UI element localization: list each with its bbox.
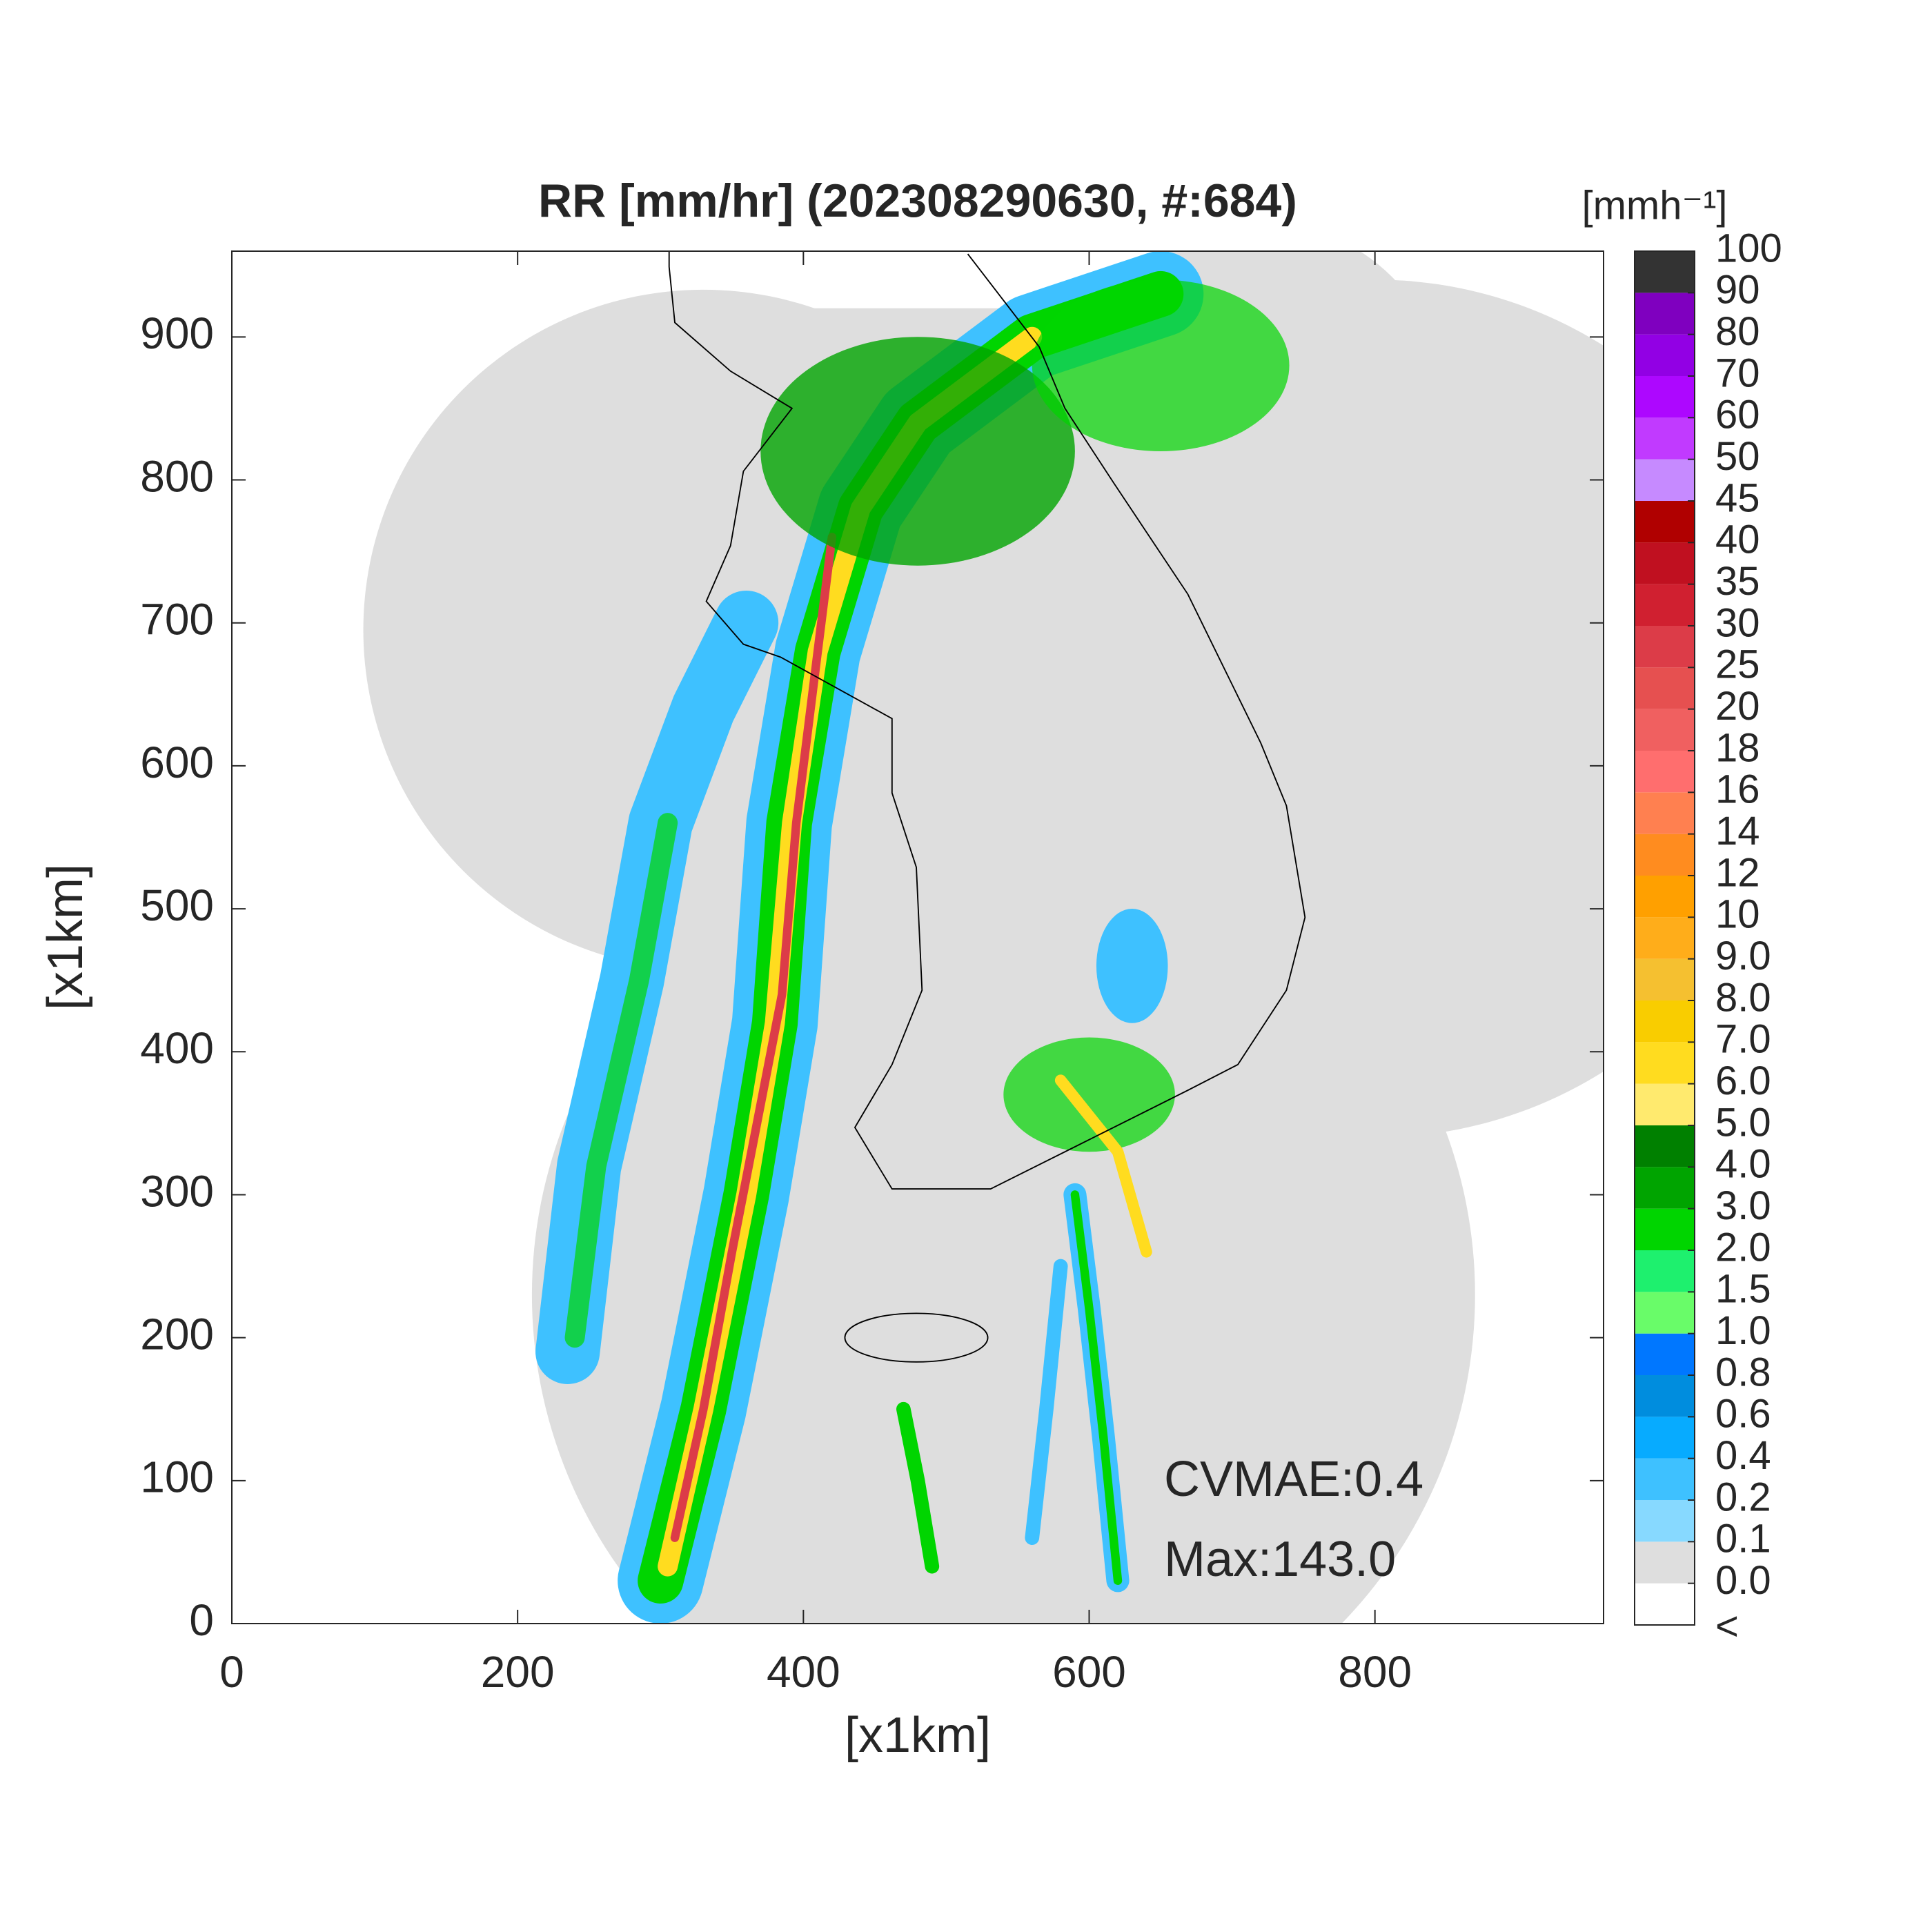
colorbar-tick-label: 45 xyxy=(1715,475,1760,520)
x-axis-label: [x1km] xyxy=(845,1708,991,1763)
colorbar-tick-label: 5.0 xyxy=(1715,1100,1771,1145)
colorbar-segment xyxy=(1635,1375,1695,1417)
y-tick-label: 300 xyxy=(140,1166,214,1216)
colorbar-segment xyxy=(1635,1292,1695,1334)
colorbar-segment xyxy=(1635,1042,1695,1084)
colorbar-tick-label: 18 xyxy=(1715,725,1760,770)
colorbar-segment xyxy=(1635,501,1695,543)
colorbar-tick-label: 1.5 xyxy=(1715,1267,1771,1312)
colorbar-tick-label: 7.0 xyxy=(1715,1017,1771,1062)
colorbar-segment xyxy=(1635,1000,1695,1043)
colorbar-tick-label: 30 xyxy=(1715,600,1760,645)
colorbar-segment xyxy=(1635,1250,1695,1292)
colorbar-tick-label: 0.6 xyxy=(1715,1392,1771,1437)
colorbar-tick-label: 10 xyxy=(1715,892,1760,937)
colorbar-tick-label: 0.2 xyxy=(1715,1475,1771,1519)
colorbar-segment xyxy=(1635,709,1695,751)
colorbar-frame xyxy=(1634,250,1695,1626)
colorbar-segment xyxy=(1635,1541,1695,1584)
x-tick-label: 400 xyxy=(767,1647,840,1697)
plot-frame xyxy=(231,250,1604,1624)
y-tick-label: 400 xyxy=(140,1023,214,1073)
colorbar-segment xyxy=(1635,1083,1695,1125)
colorbar-tick-label: 40 xyxy=(1715,518,1760,562)
y-tick-label: 800 xyxy=(140,451,214,501)
y-tick-label: 0 xyxy=(189,1595,214,1645)
colorbar-tick-label: 25 xyxy=(1715,642,1760,687)
y-tick-label: 500 xyxy=(140,880,214,930)
colorbar-segment xyxy=(1635,459,1695,501)
annotation: CVMAE:0.4 xyxy=(1164,1452,1423,1507)
colorbar-segment xyxy=(1635,251,1695,293)
y-tick-label: 200 xyxy=(140,1310,214,1359)
y-tick-label: 100 xyxy=(140,1452,214,1502)
colorbar-tick-label: 0.0 xyxy=(1715,1558,1771,1603)
colorbar-segment xyxy=(1635,834,1695,876)
colorbar-tick-label: 60 xyxy=(1715,393,1760,437)
colorbar-segment xyxy=(1635,542,1695,584)
y-tick-label: 700 xyxy=(140,595,214,644)
y-tick-label: 900 xyxy=(140,308,214,358)
coastline xyxy=(668,251,1306,1363)
colorbar-segment xyxy=(1635,1500,1695,1542)
colorbar-segment xyxy=(1635,917,1695,959)
colorbar-label: [mmh⁻¹] xyxy=(1581,183,1727,228)
colorbar-segment xyxy=(1635,1125,1695,1167)
colorbar-tick-label: 100 xyxy=(1715,226,1782,270)
colorbar-tick-label: 90 xyxy=(1715,268,1760,313)
x-tick-label: 600 xyxy=(1052,1647,1126,1697)
y-axis-label: [x1km] xyxy=(38,864,93,1010)
colorbar-segment xyxy=(1635,293,1695,335)
chart-title: RR [mm/hr] (202308290630, #:684) xyxy=(538,175,1297,227)
colorbar-tick-label: 0.1 xyxy=(1715,1517,1771,1561)
colorbar-segment xyxy=(1635,1458,1695,1500)
colorbar-segment xyxy=(1635,751,1695,793)
colorbar-tick-label: 35 xyxy=(1715,559,1760,604)
colorbar-tick-label: 14 xyxy=(1715,809,1760,854)
x-tick-label: 200 xyxy=(481,1647,555,1697)
colorbar-tick-label: 0.4 xyxy=(1715,1433,1771,1478)
colorbar-segment xyxy=(1635,1208,1695,1250)
colorbar-tick-label: 70 xyxy=(1715,351,1760,395)
colorbar-tick-label: < xyxy=(1715,1604,1739,1648)
colorbar-segment xyxy=(1635,1167,1695,1209)
annotation: Max:143.0 xyxy=(1164,1532,1396,1587)
colorbar-segment xyxy=(1635,1417,1695,1459)
colorbar-tick-label: 12 xyxy=(1715,850,1760,895)
colorbar-tick-label: 20 xyxy=(1715,684,1760,729)
colorbar-tick-label: 80 xyxy=(1715,309,1760,354)
colorbar-segment xyxy=(1635,376,1695,418)
colorbar-segment xyxy=(1635,958,1695,1000)
colorbar-segment xyxy=(1635,1583,1695,1625)
y-tick-label: 600 xyxy=(140,738,214,787)
colorbar-tick-label: 2.0 xyxy=(1715,1225,1771,1270)
colorbar-tick-label: 3.0 xyxy=(1715,1183,1771,1228)
rain-field xyxy=(535,251,1290,1624)
colorbar-segment xyxy=(1635,417,1695,460)
colorbar-segment xyxy=(1635,792,1695,834)
colorbar-tick-label: 9.0 xyxy=(1715,934,1771,978)
colorbar-segment xyxy=(1635,667,1695,709)
colorbar-tick-label: 16 xyxy=(1715,767,1760,812)
colorbar-segment xyxy=(1635,334,1695,376)
map-layer xyxy=(363,251,1604,1624)
colorbar-segment xyxy=(1635,876,1695,918)
colorbar-tick-label: 8.0 xyxy=(1715,975,1771,1020)
x-tick-label: 0 xyxy=(219,1647,244,1697)
colorbar-tick-label: 0.8 xyxy=(1715,1350,1771,1394)
x-tick-label: 800 xyxy=(1338,1647,1412,1697)
colorbar-segment xyxy=(1635,1333,1695,1375)
colorbar-tick-label: 4.0 xyxy=(1715,1142,1771,1187)
colorbar-tick-label: 6.0 xyxy=(1715,1058,1771,1103)
colorbar-segment xyxy=(1635,626,1695,668)
colorbar-tick-label: 50 xyxy=(1715,434,1760,479)
colorbar-tick-label: 1.0 xyxy=(1715,1308,1771,1353)
colorbar-segment xyxy=(1635,584,1695,626)
map-field xyxy=(363,251,1604,1624)
